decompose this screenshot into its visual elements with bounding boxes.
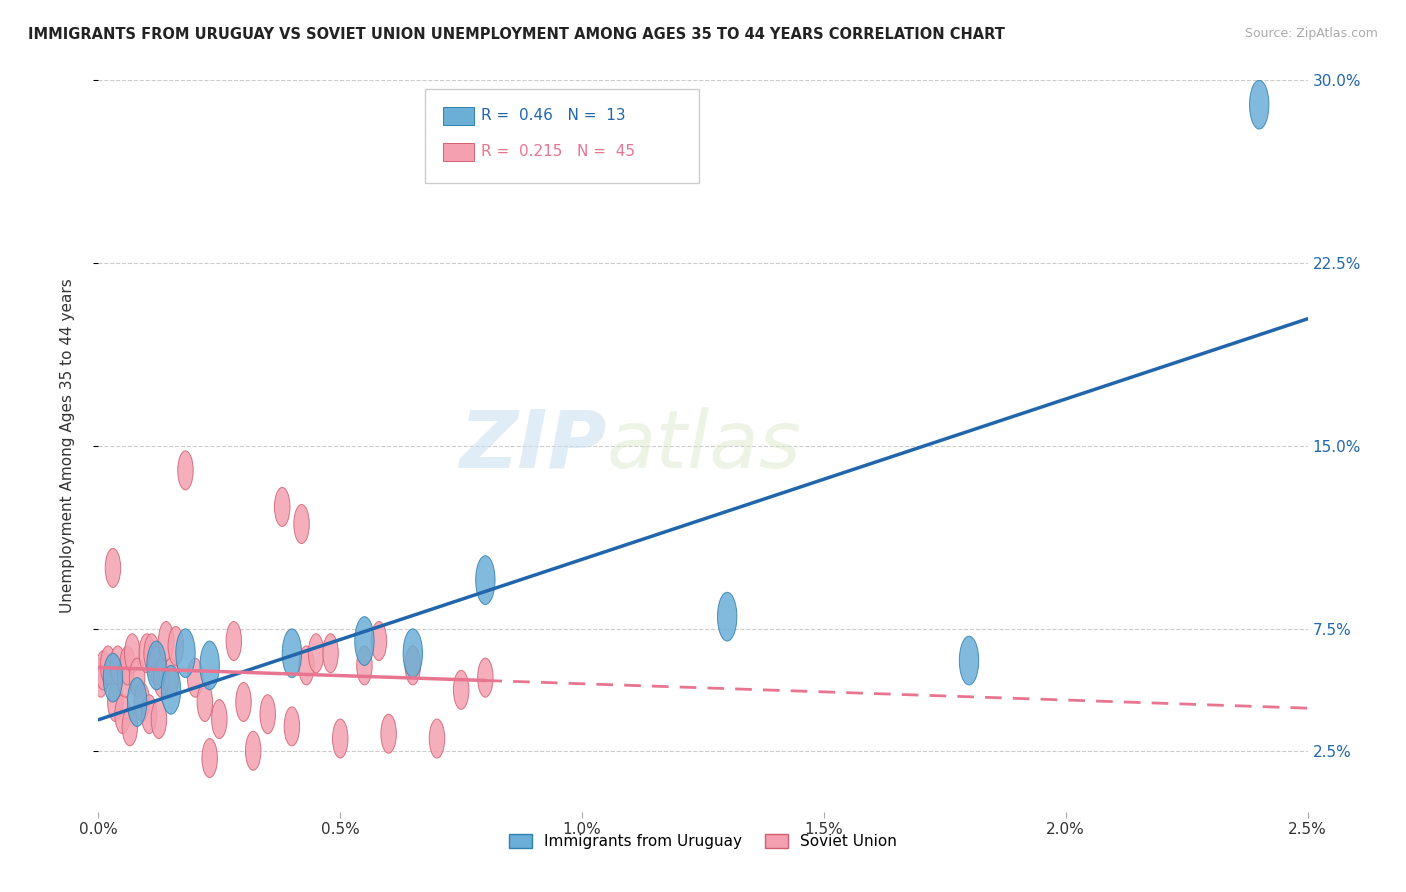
Ellipse shape [260,695,276,734]
Ellipse shape [134,682,149,722]
Ellipse shape [177,450,193,490]
Ellipse shape [283,629,301,678]
Ellipse shape [162,665,180,714]
Ellipse shape [187,658,202,698]
Ellipse shape [197,682,212,722]
Ellipse shape [717,592,737,641]
Ellipse shape [475,556,495,605]
Ellipse shape [226,622,242,661]
Ellipse shape [159,622,174,661]
Ellipse shape [236,682,252,722]
Ellipse shape [153,658,169,698]
Ellipse shape [176,629,195,678]
Ellipse shape [284,706,299,746]
Ellipse shape [96,651,111,690]
Y-axis label: Unemployment Among Ages 35 to 44 years: Unemployment Among Ages 35 to 44 years [60,278,75,614]
Ellipse shape [404,629,422,678]
Ellipse shape [332,719,349,758]
Ellipse shape [453,670,470,709]
Ellipse shape [381,714,396,753]
Ellipse shape [294,505,309,543]
Ellipse shape [478,658,494,698]
Ellipse shape [298,646,314,685]
Ellipse shape [429,719,444,758]
Ellipse shape [323,633,339,673]
Ellipse shape [129,658,145,698]
Ellipse shape [108,682,124,722]
Ellipse shape [125,633,141,673]
Ellipse shape [149,646,165,685]
Text: R =  0.46   N =  13: R = 0.46 N = 13 [481,109,626,123]
Ellipse shape [405,646,420,685]
Ellipse shape [202,739,218,778]
Ellipse shape [122,706,138,746]
Ellipse shape [959,636,979,685]
Text: R =  0.215   N =  45: R = 0.215 N = 45 [481,145,636,159]
Ellipse shape [105,549,121,588]
Text: ZIP: ZIP [458,407,606,485]
Ellipse shape [100,646,115,685]
Ellipse shape [93,658,108,698]
Ellipse shape [103,653,122,702]
Ellipse shape [120,646,135,685]
Ellipse shape [246,731,262,771]
Ellipse shape [146,641,166,690]
Ellipse shape [274,487,290,526]
Ellipse shape [211,699,228,739]
Ellipse shape [308,633,323,673]
Ellipse shape [150,699,167,739]
Ellipse shape [117,658,132,698]
Ellipse shape [128,678,146,726]
Ellipse shape [110,646,125,685]
Text: atlas: atlas [606,407,801,485]
Ellipse shape [1250,80,1268,129]
Ellipse shape [169,626,184,665]
Ellipse shape [143,633,159,673]
Ellipse shape [142,695,157,734]
Ellipse shape [139,633,155,673]
Ellipse shape [115,695,131,734]
Ellipse shape [200,641,219,690]
Text: IMMIGRANTS FROM URUGUAY VS SOVIET UNION UNEMPLOYMENT AMONG AGES 35 TO 44 YEARS C: IMMIGRANTS FROM URUGUAY VS SOVIET UNION … [28,27,1005,42]
Legend: Immigrants from Uruguay, Soviet Union: Immigrants from Uruguay, Soviet Union [503,828,903,855]
Ellipse shape [357,646,373,685]
Ellipse shape [163,658,179,698]
Ellipse shape [371,622,387,661]
Ellipse shape [354,616,374,665]
Text: Source: ZipAtlas.com: Source: ZipAtlas.com [1244,27,1378,40]
